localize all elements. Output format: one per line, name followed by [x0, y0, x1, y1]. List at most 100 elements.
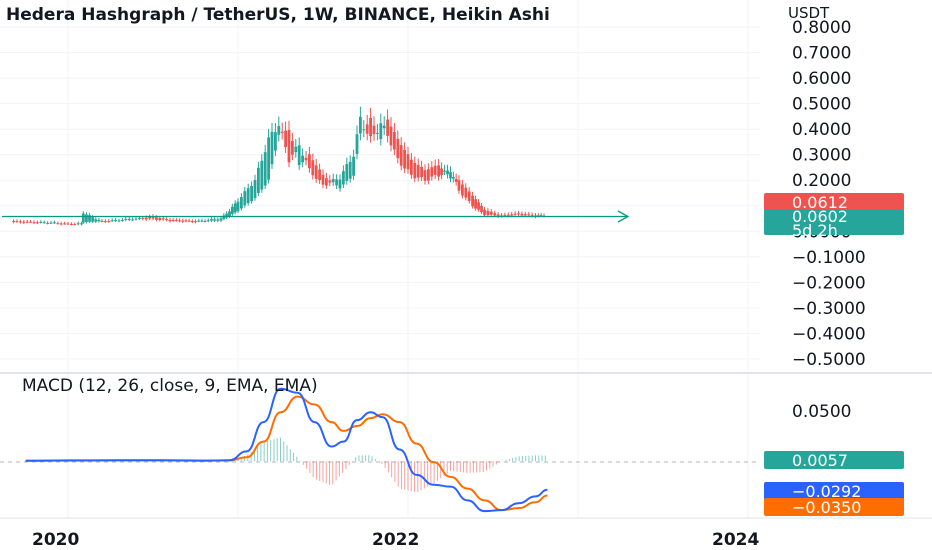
candle-body — [477, 202, 480, 210]
close-price-tag: 0.0602 5d 2h — [764, 207, 904, 240]
candle-body — [203, 221, 207, 223]
candle-body — [503, 214, 507, 216]
candle-body — [94, 219, 98, 222]
candle-body — [335, 179, 338, 186]
time-axis[interactable]: 2020 2022 2024 — [32, 530, 759, 550]
candle-body — [461, 184, 464, 196]
candle-body — [138, 218, 141, 220]
candle-body — [280, 131, 284, 133]
candle-body — [246, 188, 250, 204]
candle-body — [124, 218, 128, 220]
candle-body — [19, 221, 22, 223]
candle-body — [270, 131, 274, 165]
candle-body — [457, 180, 461, 191]
candle-body — [141, 218, 145, 220]
candle-body — [486, 210, 490, 216]
candle-body — [451, 177, 455, 179]
candle-body — [15, 221, 19, 223]
candle-body — [100, 220, 104, 222]
candle-body — [200, 220, 204, 222]
candle-body — [73, 224, 77, 226]
candle-body — [46, 222, 49, 224]
horizontal-ray-drawing[interactable] — [2, 210, 630, 223]
chart-title: Hedera Hashgraph / TetherUS, 1W, BINANCE… — [6, 5, 550, 25]
candle-body — [403, 149, 406, 169]
candle-body — [342, 171, 345, 185]
candle-body — [314, 165, 318, 179]
candle-body — [406, 154, 410, 170]
candle-body — [454, 178, 458, 182]
candle-body — [236, 201, 240, 212]
candle-body — [148, 216, 151, 219]
candle-body — [267, 137, 270, 180]
candle-body — [420, 166, 423, 178]
candle-body — [382, 125, 386, 129]
price-axis-label: −0.1000 — [792, 248, 866, 268]
candle-body — [42, 222, 46, 224]
candle-body — [467, 191, 471, 202]
candle-body — [161, 218, 165, 220]
price-axis-bg[interactable] — [760, 0, 932, 370]
arrow-head-icon — [617, 210, 630, 223]
candle-body — [372, 125, 376, 135]
candle-body — [464, 187, 468, 198]
macd-line — [25, 387, 548, 513]
candle-body — [22, 221, 26, 223]
candle-body — [365, 124, 369, 134]
candle-body — [39, 221, 43, 223]
candle-body — [301, 155, 304, 163]
candle-body — [121, 220, 124, 222]
price-axis-label: 0.7000 — [792, 44, 851, 64]
candle-body — [250, 186, 253, 202]
price-unit-label: USDT — [788, 4, 830, 22]
candle-body — [294, 146, 298, 153]
candle-body — [144, 217, 148, 220]
macd-signal-line — [25, 395, 548, 512]
candle-body — [348, 161, 352, 179]
candle-body — [311, 160, 315, 176]
candle-body — [474, 199, 477, 209]
candle-body — [396, 138, 400, 159]
price-axis-label: 0.2000 — [792, 171, 851, 191]
candle-body — [97, 220, 101, 222]
candle-body — [110, 220, 114, 222]
price-axis-label: −0.4000 — [792, 324, 866, 344]
candle-body — [187, 220, 191, 222]
candle-body — [206, 220, 210, 222]
candle-body — [410, 159, 413, 175]
candle-body — [338, 179, 342, 189]
candle-body — [399, 145, 403, 166]
candle-body — [539, 215, 543, 217]
candle-body — [63, 223, 66, 225]
candle-body — [520, 213, 524, 216]
candle-body — [171, 219, 175, 221]
candle-body — [263, 152, 267, 186]
candle-body — [416, 164, 420, 178]
candle-body — [197, 220, 201, 222]
price-axis-label: 0.6000 — [792, 69, 851, 89]
candle-body — [446, 170, 449, 175]
candle-body — [328, 180, 332, 183]
candle-body — [80, 223, 83, 225]
candle-body — [321, 174, 325, 185]
candle-body — [36, 222, 39, 224]
candle-body — [174, 219, 178, 221]
candle-body — [131, 219, 134, 221]
macd-axis-label: 0.0500 — [792, 402, 851, 422]
macd-indicator-title[interactable]: MACD (12, 26, close, 9, EMA, EMA) — [22, 376, 318, 396]
candle-body — [389, 126, 393, 146]
candle-body — [240, 197, 243, 209]
candle-body — [134, 218, 138, 220]
candle-body — [260, 160, 264, 190]
price-axis-label: −0.5000 — [792, 350, 866, 370]
candle-body — [430, 167, 434, 177]
candle-body — [178, 220, 181, 222]
candle-body — [523, 214, 527, 216]
candle-body — [369, 118, 372, 137]
candle-body — [59, 223, 63, 225]
candle-body — [184, 220, 188, 222]
candle-body — [413, 162, 417, 179]
candle-body — [219, 218, 223, 221]
candle-body — [483, 209, 486, 216]
